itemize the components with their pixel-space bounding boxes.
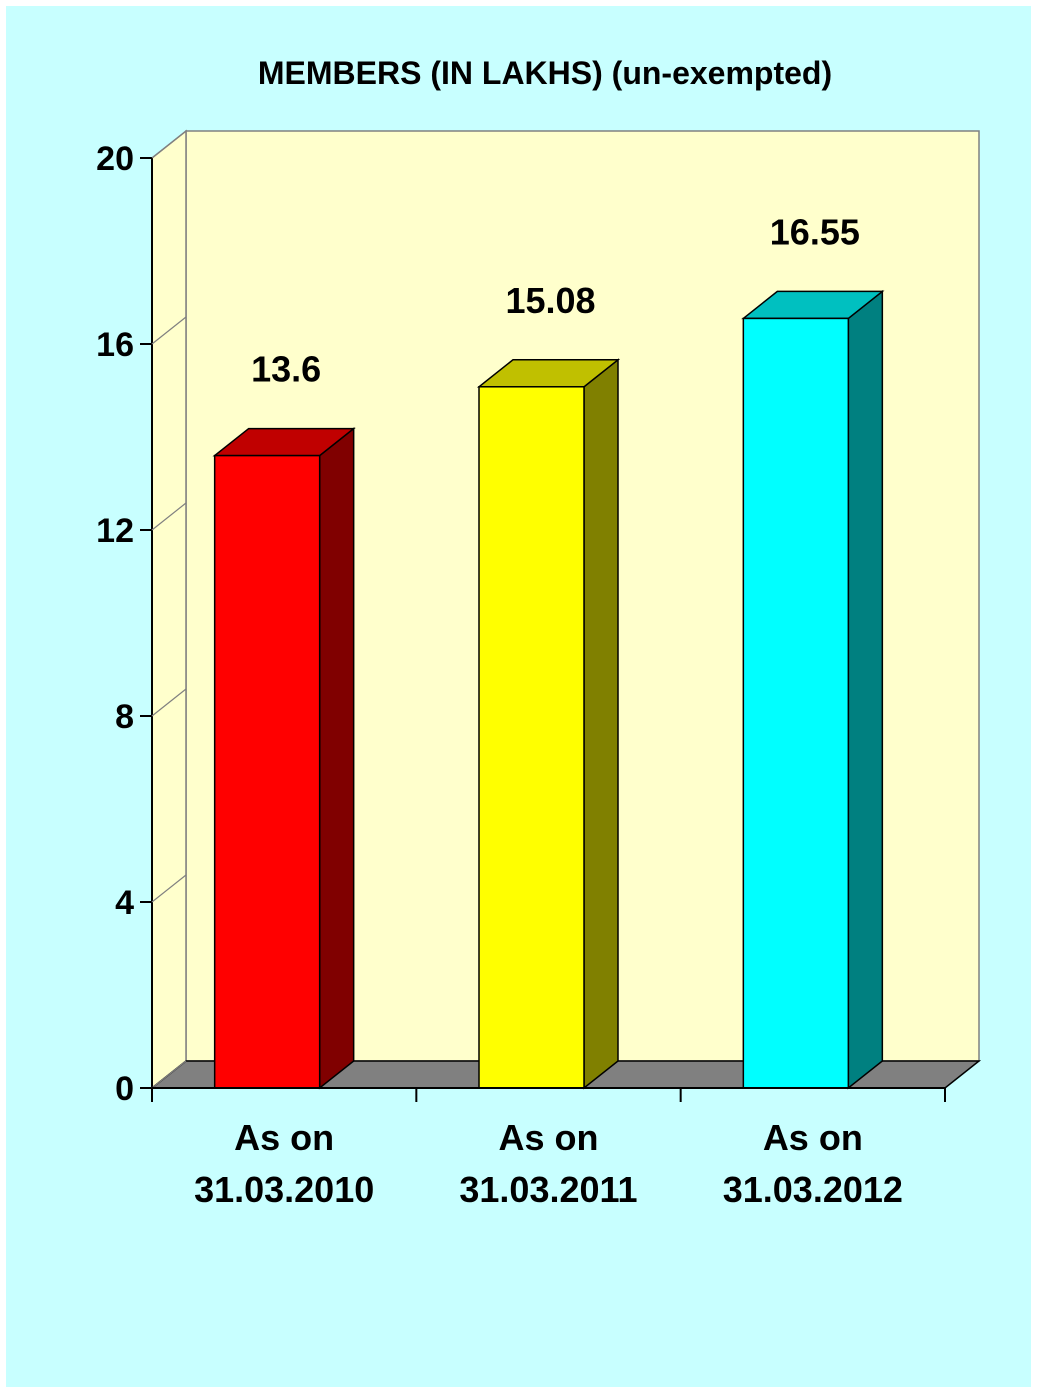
- x-category-label: As on: [763, 1117, 863, 1158]
- data-label: 15.08: [505, 280, 595, 321]
- y-tick-depth-line: [151, 688, 187, 717]
- y-tick-depth-line: [151, 874, 187, 903]
- y-tick-depth-line: [151, 130, 187, 159]
- y-tick-label: 12: [96, 512, 134, 550]
- x-category-label: As on: [234, 1117, 334, 1158]
- bar-series: 13.6 15.08 16.55: [212, 211, 885, 1090]
- bar-side: [583, 358, 619, 1090]
- side-wall: [151, 129, 187, 1090]
- bar-group: [212, 427, 356, 1090]
- y-tick-label: 20: [96, 140, 134, 178]
- data-label: 16.55: [770, 211, 860, 252]
- x-axis: As on 31.03.2010 As on 31.03.2011 As on 31.03…: [151, 1087, 946, 1210]
- y-axis: 0 4 8 12 16 20: [96, 130, 187, 1108]
- data-label: 13.6: [251, 349, 321, 390]
- bar-group: [476, 358, 621, 1090]
- bar: [478, 386, 585, 1089]
- y-tick-depth-line: [151, 316, 187, 345]
- bar-side: [847, 289, 884, 1090]
- x-category-label: 31.03.2010: [194, 1169, 374, 1210]
- y-tick-depth-line: [151, 1060, 187, 1089]
- y-tick-label: 16: [96, 326, 134, 364]
- y-tick-label: 8: [115, 698, 134, 736]
- chart-title: MEMBERS (IN LAKHS) (un-exempted): [258, 55, 832, 91]
- y-tick-label: 4: [115, 884, 134, 922]
- bar: [742, 317, 850, 1089]
- y-tick-depth-line: [151, 502, 187, 531]
- bar-side: [318, 427, 355, 1090]
- y-tick-label: 0: [115, 1070, 134, 1108]
- x-category-label: As on: [498, 1117, 598, 1158]
- bar: [213, 454, 321, 1089]
- x-category-label: 31.03.2012: [723, 1169, 903, 1210]
- bar-group: [741, 289, 885, 1090]
- x-category-label: 31.03.2011: [459, 1169, 637, 1210]
